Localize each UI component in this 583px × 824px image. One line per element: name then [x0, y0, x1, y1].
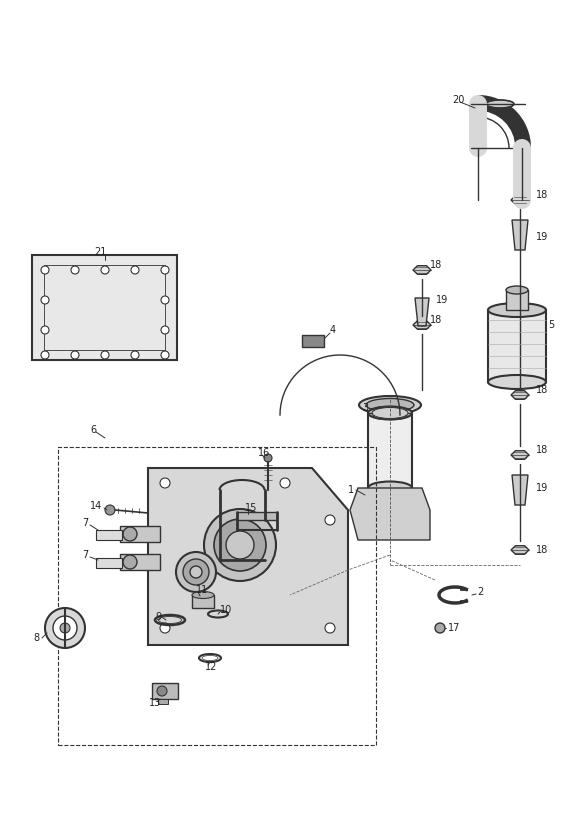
Text: 18: 18: [536, 385, 548, 395]
Text: 7: 7: [82, 550, 88, 560]
Circle shape: [161, 266, 169, 274]
Circle shape: [41, 296, 49, 304]
Polygon shape: [350, 488, 430, 540]
Text: 20: 20: [452, 95, 465, 105]
Text: 19: 19: [436, 295, 448, 305]
Circle shape: [204, 509, 276, 581]
Circle shape: [160, 623, 170, 633]
Ellipse shape: [488, 375, 546, 389]
Circle shape: [71, 266, 79, 274]
Ellipse shape: [192, 592, 214, 598]
Circle shape: [45, 608, 85, 648]
Circle shape: [435, 623, 445, 633]
Polygon shape: [413, 265, 431, 274]
Text: 14: 14: [90, 501, 102, 511]
Circle shape: [280, 478, 290, 488]
Bar: [488, 310, 546, 382]
Circle shape: [123, 527, 137, 541]
Bar: [506, 290, 528, 310]
Text: 17: 17: [448, 623, 461, 633]
Ellipse shape: [506, 286, 528, 294]
Text: 1: 1: [348, 485, 354, 495]
Ellipse shape: [368, 406, 412, 419]
Text: 19: 19: [536, 483, 548, 493]
Bar: [58, 447, 376, 745]
Text: 3: 3: [362, 403, 368, 413]
Text: 6: 6: [90, 425, 96, 435]
Circle shape: [101, 351, 109, 359]
Bar: [237, 512, 277, 520]
Text: 4: 4: [330, 325, 336, 335]
Text: 13: 13: [149, 698, 161, 708]
Circle shape: [325, 623, 335, 633]
Bar: [302, 335, 324, 347]
Circle shape: [101, 266, 109, 274]
Circle shape: [161, 296, 169, 304]
Circle shape: [226, 531, 254, 559]
Text: 9: 9: [156, 612, 162, 622]
Text: 18: 18: [430, 315, 442, 325]
Circle shape: [264, 454, 272, 462]
Circle shape: [214, 519, 266, 571]
Circle shape: [161, 351, 169, 359]
Text: 18: 18: [430, 260, 442, 270]
Bar: [32, 255, 177, 360]
Circle shape: [161, 326, 169, 334]
Bar: [158, 699, 168, 704]
Circle shape: [131, 266, 139, 274]
Bar: [44, 265, 165, 350]
Text: 15: 15: [245, 503, 257, 513]
Text: 10: 10: [220, 605, 232, 615]
Polygon shape: [148, 468, 348, 645]
Bar: [120, 554, 160, 570]
Text: 12: 12: [205, 662, 217, 672]
Text: 2: 2: [477, 587, 483, 597]
Text: 8: 8: [34, 633, 40, 643]
Text: 7: 7: [82, 518, 88, 528]
Ellipse shape: [366, 399, 414, 411]
Text: 5: 5: [548, 320, 554, 330]
Polygon shape: [512, 475, 528, 505]
Ellipse shape: [486, 100, 514, 108]
Polygon shape: [511, 196, 529, 204]
Circle shape: [41, 266, 49, 274]
Polygon shape: [512, 220, 528, 250]
Ellipse shape: [368, 481, 412, 494]
Bar: [96, 558, 122, 568]
Circle shape: [176, 552, 216, 592]
Circle shape: [157, 686, 167, 696]
Circle shape: [105, 505, 115, 515]
Circle shape: [190, 566, 202, 578]
Circle shape: [71, 351, 79, 359]
Polygon shape: [415, 298, 429, 326]
Text: 16: 16: [258, 448, 271, 458]
Polygon shape: [511, 451, 529, 459]
Ellipse shape: [359, 396, 421, 414]
Circle shape: [53, 616, 77, 640]
Text: 19: 19: [536, 232, 548, 242]
Bar: [120, 526, 160, 542]
Circle shape: [160, 478, 170, 488]
Circle shape: [131, 351, 139, 359]
Circle shape: [123, 555, 137, 569]
Ellipse shape: [488, 303, 546, 317]
Circle shape: [183, 559, 209, 585]
Circle shape: [325, 515, 335, 525]
Text: 18: 18: [536, 545, 548, 555]
Circle shape: [60, 623, 70, 633]
Polygon shape: [511, 391, 529, 400]
Text: 18: 18: [536, 445, 548, 455]
Polygon shape: [511, 545, 529, 555]
Circle shape: [41, 351, 49, 359]
Text: 18: 18: [536, 190, 548, 200]
Circle shape: [41, 326, 49, 334]
Bar: [96, 530, 122, 540]
Text: 21: 21: [94, 247, 106, 257]
Bar: [368, 413, 412, 488]
Bar: [152, 683, 178, 699]
Polygon shape: [413, 321, 431, 330]
Bar: [192, 595, 214, 608]
Text: 11: 11: [196, 585, 208, 595]
